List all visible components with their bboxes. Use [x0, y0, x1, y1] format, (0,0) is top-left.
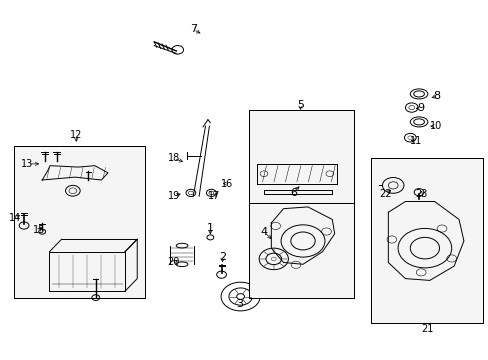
Text: 1: 1: [206, 224, 213, 233]
Text: 5: 5: [297, 100, 304, 110]
Text: 20: 20: [167, 257, 180, 267]
Text: 18: 18: [167, 153, 180, 163]
Text: 6: 6: [289, 188, 296, 198]
Bar: [249, 203, 353, 298]
Text: 8: 8: [433, 91, 440, 101]
Bar: [249, 110, 353, 203]
Text: 9: 9: [417, 103, 424, 113]
Text: 10: 10: [428, 121, 441, 131]
Text: 3: 3: [236, 299, 243, 309]
Text: 14: 14: [9, 213, 21, 222]
Text: 15: 15: [33, 225, 45, 235]
Text: 21: 21: [420, 324, 433, 334]
Bar: [14, 146, 144, 298]
Bar: [370, 158, 483, 323]
Bar: [14, 146, 144, 298]
Text: 13: 13: [21, 159, 34, 169]
Text: 12: 12: [70, 130, 82, 140]
Text: 16: 16: [221, 179, 233, 189]
Text: 7: 7: [189, 24, 197, 35]
Text: 11: 11: [409, 136, 422, 145]
Text: 19: 19: [167, 191, 180, 201]
Bar: [370, 158, 483, 323]
Bar: [249, 110, 353, 203]
Bar: [249, 203, 353, 298]
Text: 4: 4: [260, 227, 267, 237]
Text: 23: 23: [414, 189, 427, 199]
Text: 2: 2: [219, 252, 225, 262]
Text: 22: 22: [379, 189, 391, 199]
Text: 17: 17: [208, 191, 220, 201]
